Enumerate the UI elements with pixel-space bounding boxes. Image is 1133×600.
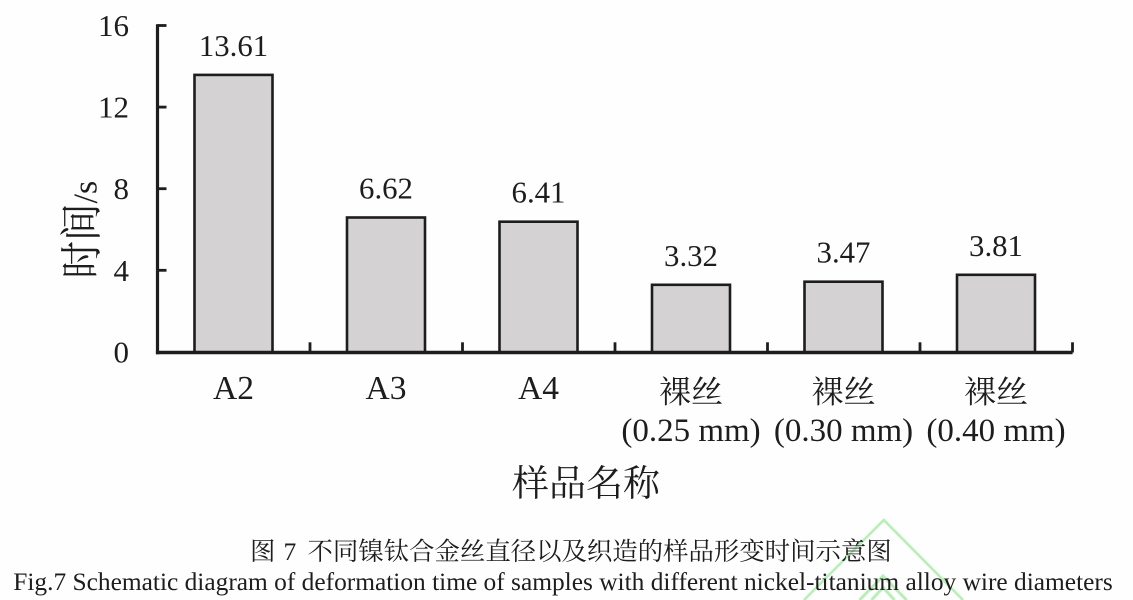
svg-text:8: 8 [114,171,130,206]
svg-text:12: 12 [98,90,129,125]
svg-text:3.47: 3.47 [817,236,871,270]
svg-text:Fig.7 Schematic diagram of def: Fig.7 Schematic diagram of deformation t… [13,568,1112,596]
svg-text:(0.30 mm): (0.30 mm) [774,413,913,449]
svg-text:16: 16 [98,8,129,43]
svg-text:7: 7 [284,537,297,566]
svg-text:13.61: 13.61 [199,29,268,63]
svg-text:3.32: 3.32 [664,239,718,273]
svg-text:6.62: 6.62 [359,172,413,206]
svg-text:6.41: 6.41 [512,176,566,210]
svg-text:(0.40 mm): (0.40 mm) [926,413,1065,449]
svg-text:(0.25 mm): (0.25 mm) [621,413,760,449]
svg-text:0: 0 [114,334,130,369]
svg-text:/s: /s [68,181,105,204]
svg-text:4: 4 [114,253,130,288]
svg-text:A3: A3 [366,370,407,407]
svg-text:3.81: 3.81 [969,229,1023,263]
svg-text:A4: A4 [518,370,559,407]
svg-text:A2: A2 [213,370,254,407]
